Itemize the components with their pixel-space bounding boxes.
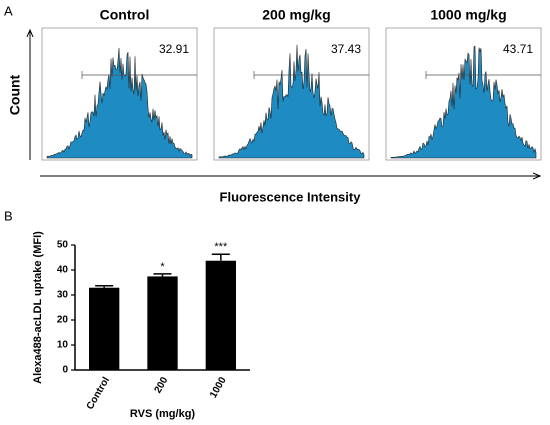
significance: * [160,261,165,273]
x-tick-label: 200 [153,375,171,395]
significance: *** [214,241,228,253]
y-axis-label: Count [7,74,23,115]
y-tick-label: 20 [57,315,69,326]
panel-label: B [4,208,13,223]
x-axis-label: RVS (mg/kg) [130,408,196,420]
x-tick-label: Control [85,375,112,411]
gate-value: 37.43 [331,42,361,56]
gate-value: 32.91 [159,42,189,56]
y-axis-label: Alexa488-acLDL uptake (MFI) [32,231,44,384]
histogram-title: 1000 mg/kg [430,7,506,23]
gate-value: 43.71 [503,42,533,56]
y-tick-label: 50 [57,240,69,251]
histogram-title: Control [100,7,150,23]
histogram [46,47,193,159]
histogram-title: 200 mg/kg [262,7,330,23]
bar [205,260,236,370]
histogram [218,44,365,159]
x-axis-label: Fluorescence Intensity [220,189,362,204]
y-tick-label: 0 [62,365,68,376]
y-tick-label: 30 [57,290,69,301]
x-tick-label: 1000 [208,375,229,400]
bar [89,287,120,370]
y-tick-label: 10 [57,340,69,351]
histogram [390,45,537,159]
y-tick-label: 40 [57,265,69,276]
panel-label: A [4,3,13,18]
bar [147,276,178,370]
